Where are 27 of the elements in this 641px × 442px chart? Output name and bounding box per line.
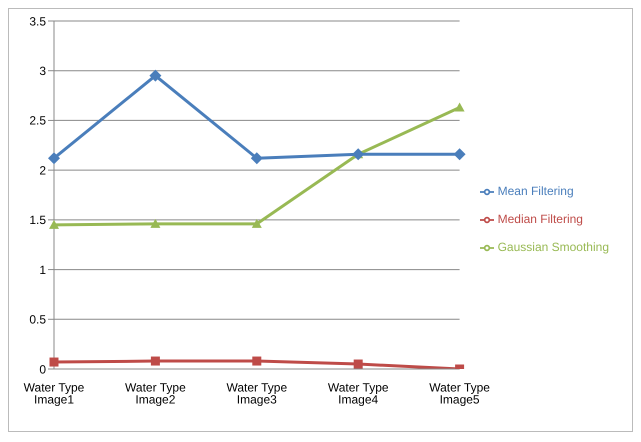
- point: [150, 356, 160, 366]
- point: [354, 360, 363, 369]
- x-tick-label: Water Type Image3: [226, 380, 288, 407]
- point: [454, 102, 465, 112]
- point: [50, 358, 58, 367]
- point: [252, 218, 262, 228]
- y-tick-label: 0.5: [29, 312, 46, 327]
- point: [150, 218, 160, 228]
- x-tick-label: Water Type Image4: [328, 380, 389, 407]
- y-tick-label: 2: [39, 163, 46, 178]
- point: [252, 356, 262, 366]
- point: [149, 70, 162, 82]
- legend-label: Gaussian Smoothing: [498, 240, 609, 254]
- point: [48, 152, 60, 164]
- y-tick-label: 1: [39, 262, 46, 277]
- x-tick-label: Water Type Image1: [24, 380, 85, 407]
- y-tick-label: 2.5: [29, 114, 46, 128]
- point: [250, 152, 263, 164]
- point: [454, 148, 466, 160]
- x-tick-label: Water Type Image5: [429, 380, 490, 407]
- y-tick-label: 3: [39, 64, 46, 78]
- legend-label: Mean Filtering: [498, 184, 574, 198]
- legend-label: Median Filtering: [498, 212, 583, 226]
- x-tick-label: Water Type Image2: [125, 380, 186, 407]
- y-tick-label: 1.5: [29, 213, 46, 228]
- y-tick-label: 3.5: [29, 14, 46, 28]
- y-tick-label: 0: [39, 362, 46, 376]
